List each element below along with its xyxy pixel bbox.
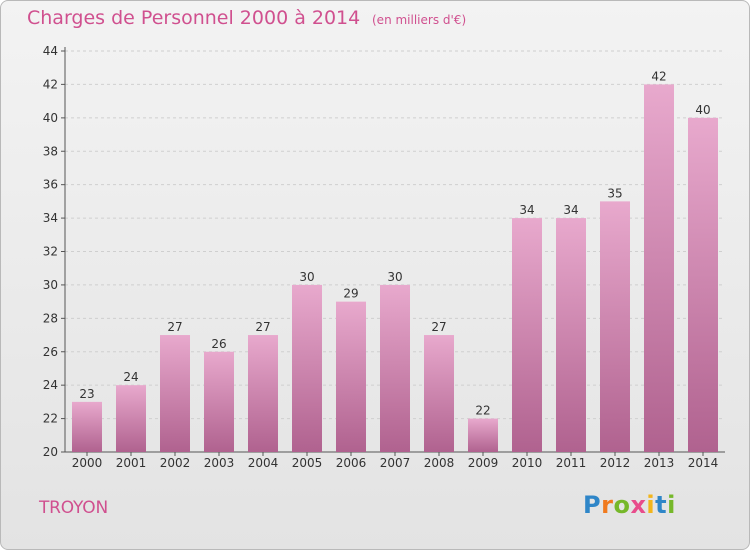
y-tick-label: 42: [43, 77, 58, 91]
y-tick-label: 44: [43, 44, 58, 58]
y-tick-label: 24: [43, 378, 58, 392]
y-tick-label: 30: [43, 278, 58, 292]
bar-value-label: 27: [255, 320, 270, 334]
proxiti-logo[interactable]: Proxiti: [583, 491, 676, 519]
x-tick-label: 2012: [600, 456, 631, 470]
x-tick-label: 2005: [292, 456, 323, 470]
logo-letter: t: [655, 491, 668, 519]
bar-value-label: 22: [475, 404, 490, 418]
bar: [424, 335, 454, 452]
x-tick-label: 2002: [160, 456, 191, 470]
bar: [160, 335, 190, 452]
y-tick-label: 32: [43, 245, 58, 259]
chart-subtitle: (en milliers d'€): [372, 13, 467, 27]
bar-value-label: 27: [167, 320, 182, 334]
logo-letter: i: [667, 491, 676, 519]
y-tick-label: 36: [43, 178, 58, 192]
bar-value-label: 40: [695, 103, 710, 117]
chart-title: Charges de Personnel 2000 à 2014: [27, 7, 361, 29]
x-tick-label: 2014: [688, 456, 719, 470]
bar: [204, 351, 234, 452]
logo-letter: x: [630, 491, 647, 519]
bar-value-label: 30: [299, 270, 314, 284]
y-tick-label: 38: [43, 144, 58, 158]
bar-value-label: 34: [519, 203, 534, 217]
bar: [468, 418, 498, 452]
x-tick-label: 2011: [556, 456, 587, 470]
bar-value-label: 29: [343, 287, 358, 301]
bar: [292, 284, 322, 452]
bar: [644, 84, 674, 453]
bar: [380, 284, 410, 452]
bar-value-label: 23: [79, 387, 94, 401]
bar: [688, 117, 718, 452]
x-tick-label: 2003: [204, 456, 235, 470]
x-tick-label: 2004: [248, 456, 279, 470]
x-tick-label: 2010: [512, 456, 543, 470]
logo-letter: r: [601, 491, 614, 519]
bar: [600, 201, 630, 452]
bar-chart: 20 22 24 26 28 30 32 34 36 38 40 42 44 23 2000 24 2001 27…: [43, 44, 725, 470]
bar: [556, 218, 586, 452]
y-tick-label: 26: [43, 345, 58, 359]
y-tick-label: 34: [43, 211, 58, 225]
bar-value-label: 35: [607, 186, 622, 200]
y-tick-label: 22: [43, 412, 58, 426]
y-tick-label: 20: [43, 445, 58, 459]
x-tick-label: 2007: [380, 456, 411, 470]
y-tick-label: 28: [43, 311, 58, 325]
logo-letter: o: [613, 491, 631, 519]
bar-value-label: 42: [651, 69, 666, 83]
x-tick-label: 2009: [468, 456, 499, 470]
logo-letter: i: [646, 491, 656, 519]
bar: [72, 401, 102, 452]
x-tick-label: 2001: [116, 456, 147, 470]
bar-value-label: 34: [563, 203, 578, 217]
bar: [512, 218, 542, 452]
x-tick-label: 2000: [72, 456, 103, 470]
bar-value-label: 27: [431, 320, 446, 334]
x-tick-label: 2006: [336, 456, 367, 470]
bar-value-label: 26: [211, 337, 226, 351]
bar: [248, 335, 278, 452]
logo-letter: P: [583, 491, 602, 519]
bar: [336, 301, 366, 452]
x-tick-label: 2013: [644, 456, 675, 470]
bar: [116, 385, 146, 452]
bar-value-label: 24: [123, 370, 138, 384]
commune-name: TROYON: [39, 498, 108, 518]
x-tick-label: 2008: [424, 456, 455, 470]
y-tick-label: 40: [43, 111, 58, 125]
bar-value-label: 30: [387, 270, 402, 284]
